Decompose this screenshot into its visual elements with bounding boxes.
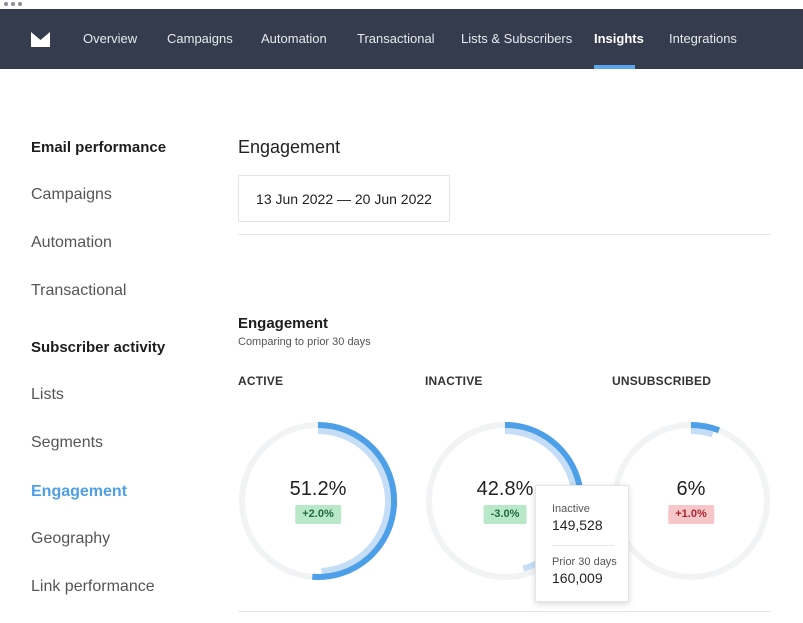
tooltip-current-label: Inactive [552, 503, 590, 515]
change-badge-inactive: -3.0% [483, 505, 527, 524]
sidebar-heading-subscriber-activity: Subscriber activity [31, 339, 166, 356]
metric-label-inactive: INACTIVE [425, 374, 483, 388]
sidebar-item-automation[interactable]: Automation [31, 234, 112, 251]
gauge-current-arc [312, 422, 398, 580]
nav-overview[interactable]: Overview [83, 31, 138, 46]
nav-insights[interactable]: Insights [594, 31, 644, 46]
gauge-active[interactable]: 51.2% +2.0% [238, 421, 398, 581]
page-title: Engagement [238, 137, 341, 157]
gauge-prior-arc [317, 428, 391, 574]
tooltip-divider [552, 545, 614, 546]
sidebar-item-segments[interactable]: Segments [31, 434, 104, 451]
gauge-prior-arc [690, 428, 714, 438]
gauge-current-arc [690, 422, 721, 434]
nav-transactional[interactable]: Transactional [357, 31, 435, 46]
divider [238, 234, 771, 235]
section-title: Engagement [238, 315, 329, 332]
sidebar-item-geography[interactable]: Geography [31, 530, 111, 547]
section-subtitle: Comparing to prior 30 days [238, 336, 371, 348]
tooltip-prior-value: 160,009 [552, 570, 603, 586]
bottom-divider [238, 611, 771, 612]
gauge-active-ring [239, 422, 398, 580]
gauge-value-active: 51.2% [289, 478, 347, 500]
gauge-track [612, 422, 770, 580]
sidebar-item-campaigns[interactable]: Campaigns [31, 186, 112, 203]
sidebar-item-transactional[interactable]: Transactional [31, 282, 127, 299]
tooltip-current-value: 149,528 [552, 517, 603, 533]
nav-campaigns[interactable]: Campaigns [167, 31, 233, 46]
gauge-unsubscribed-ring [612, 422, 770, 580]
brand-logo-icon[interactable] [31, 32, 50, 47]
metric-label-unsubscribed: UNSUBSCRIBED [612, 374, 712, 388]
gauge-value-inactive: 42.8% [476, 478, 534, 500]
nav-active-indicator [594, 65, 635, 69]
nav-automation[interactable]: Automation [261, 31, 327, 46]
gauge-unsubscribed[interactable]: 6% +1.0% [611, 421, 771, 581]
date-range-picker[interactable]: 13 Jun 2022 — 20 Jun 2022 [238, 175, 450, 222]
sidebar-item-lists[interactable]: Lists [31, 386, 64, 403]
top-navigation: Overview Campaigns Automation Transactio… [0, 9, 803, 69]
sidebar-item-link-performance[interactable]: Link performance [31, 578, 155, 595]
nav-integrations[interactable]: Integrations [669, 31, 737, 46]
change-badge-active: +2.0% [295, 505, 341, 524]
gauge-value-unsubscribed: 6% [676, 478, 706, 500]
change-badge-unsubscribed: +1.0% [668, 505, 714, 524]
nav-lists-subscribers[interactable]: Lists & Subscribers [461, 31, 573, 46]
gauge-tooltip: Inactive 149,528 Prior 30 days 160,009 [535, 485, 629, 602]
tooltip-prior-label: Prior 30 days [552, 556, 617, 568]
window-top-strip [0, 0, 803, 9]
metric-label-active: ACTIVE [238, 374, 284, 388]
sidebar-heading-email-performance: Email performance [31, 139, 167, 156]
window-menu-dots[interactable] [4, 2, 22, 6]
sidebar-item-engagement[interactable]: Engagement [31, 483, 128, 500]
